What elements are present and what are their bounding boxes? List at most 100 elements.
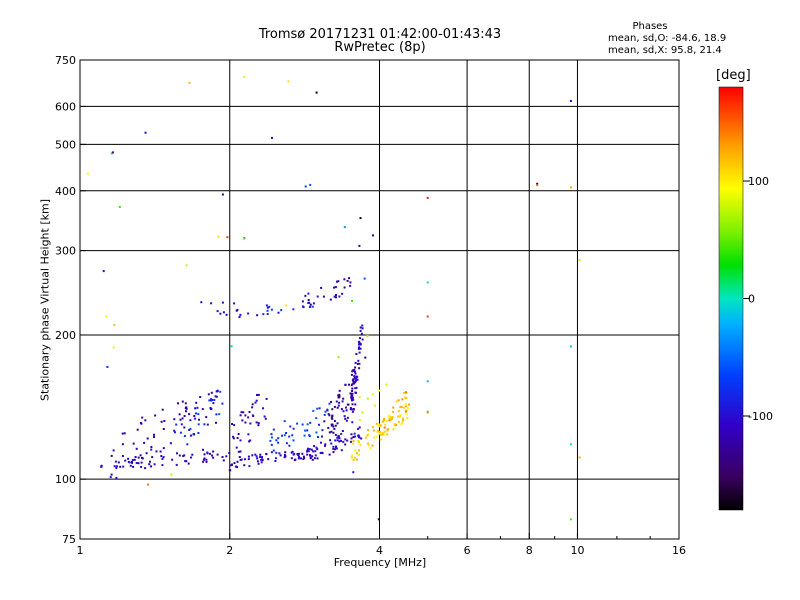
data-point (357, 359, 360, 362)
data-point (195, 412, 197, 415)
data-point (279, 454, 282, 457)
data-point (287, 80, 290, 83)
data-point (330, 400, 333, 403)
data-point (234, 465, 237, 468)
data-point (296, 422, 299, 425)
data-point (426, 315, 429, 318)
data-point (402, 419, 404, 422)
data-point (402, 417, 405, 420)
data-point (212, 456, 215, 459)
data-point (358, 343, 360, 346)
data-point (334, 433, 337, 436)
data-point (270, 433, 273, 436)
data-point (318, 407, 321, 410)
data-point (354, 366, 357, 369)
data-point (170, 473, 173, 476)
data-point (153, 463, 156, 466)
data-point (144, 131, 147, 134)
data-point (335, 446, 337, 449)
data-point (321, 435, 323, 438)
data-point (343, 286, 346, 289)
data-point (359, 343, 362, 346)
data-point (275, 457, 277, 460)
data-point (242, 411, 245, 414)
data-point (392, 428, 395, 431)
data-point (185, 410, 187, 413)
data-point (102, 270, 105, 273)
data-point (313, 457, 316, 460)
data-point (188, 81, 191, 84)
data-point (284, 304, 287, 307)
data-point (307, 447, 309, 450)
data-point (215, 390, 218, 393)
data-point (351, 392, 354, 395)
data-point (348, 277, 350, 280)
phases-heading: Phases (632, 21, 668, 32)
data-point (236, 460, 239, 463)
data-point (342, 410, 345, 413)
data-point (184, 460, 187, 463)
data-point (358, 362, 361, 365)
data-point (150, 465, 152, 468)
data-point (403, 391, 405, 394)
data-point (298, 455, 301, 458)
y-tick-label: 200 (55, 329, 76, 342)
data-point (292, 453, 295, 456)
x-tick-label: 8 (526, 544, 533, 557)
data-point (333, 295, 336, 298)
data-point (340, 432, 343, 435)
data-point (351, 387, 354, 390)
data-point (358, 436, 361, 439)
data-point (190, 434, 192, 437)
data-point (353, 432, 356, 435)
data-point (383, 419, 385, 421)
data-point (256, 457, 259, 460)
data-point (185, 407, 188, 410)
data-point (136, 428, 139, 431)
data-point (201, 408, 204, 411)
x-axis-label: Frequency [MHz] (333, 556, 427, 569)
data-point (350, 437, 353, 440)
data-point (292, 308, 295, 311)
data-point (280, 309, 283, 312)
data-point (385, 420, 388, 423)
data-point (395, 400, 398, 403)
data-point (302, 455, 305, 458)
data-point (237, 450, 240, 453)
data-point (285, 442, 288, 445)
data-point (309, 454, 312, 457)
data-point (265, 397, 268, 400)
data-point (350, 396, 353, 399)
y-tick-label: 75 (62, 533, 76, 546)
data-point (306, 453, 309, 456)
data-point (346, 279, 349, 282)
data-point (301, 423, 304, 426)
data-point (320, 451, 323, 454)
data-point (388, 417, 391, 420)
data-point (361, 327, 364, 330)
data-point (329, 298, 332, 301)
data-point (131, 461, 134, 464)
data-point (231, 423, 234, 425)
data-point (406, 417, 409, 419)
data-point (127, 457, 130, 460)
data-point (333, 428, 336, 430)
data-point (354, 370, 356, 373)
data-point (144, 419, 147, 422)
data-point (389, 418, 392, 421)
data-point (379, 431, 381, 433)
data-point (328, 453, 331, 456)
data-point (232, 437, 235, 440)
data-point (211, 454, 213, 457)
data-point (193, 415, 196, 417)
data-point (127, 460, 130, 463)
data-point (378, 423, 380, 426)
data-point (356, 375, 359, 378)
data-point (350, 456, 353, 459)
data-point (358, 346, 361, 349)
data-point (284, 451, 287, 454)
data-point (352, 442, 355, 445)
data-point (231, 463, 233, 466)
data-point (367, 429, 369, 432)
data-point (255, 421, 258, 424)
